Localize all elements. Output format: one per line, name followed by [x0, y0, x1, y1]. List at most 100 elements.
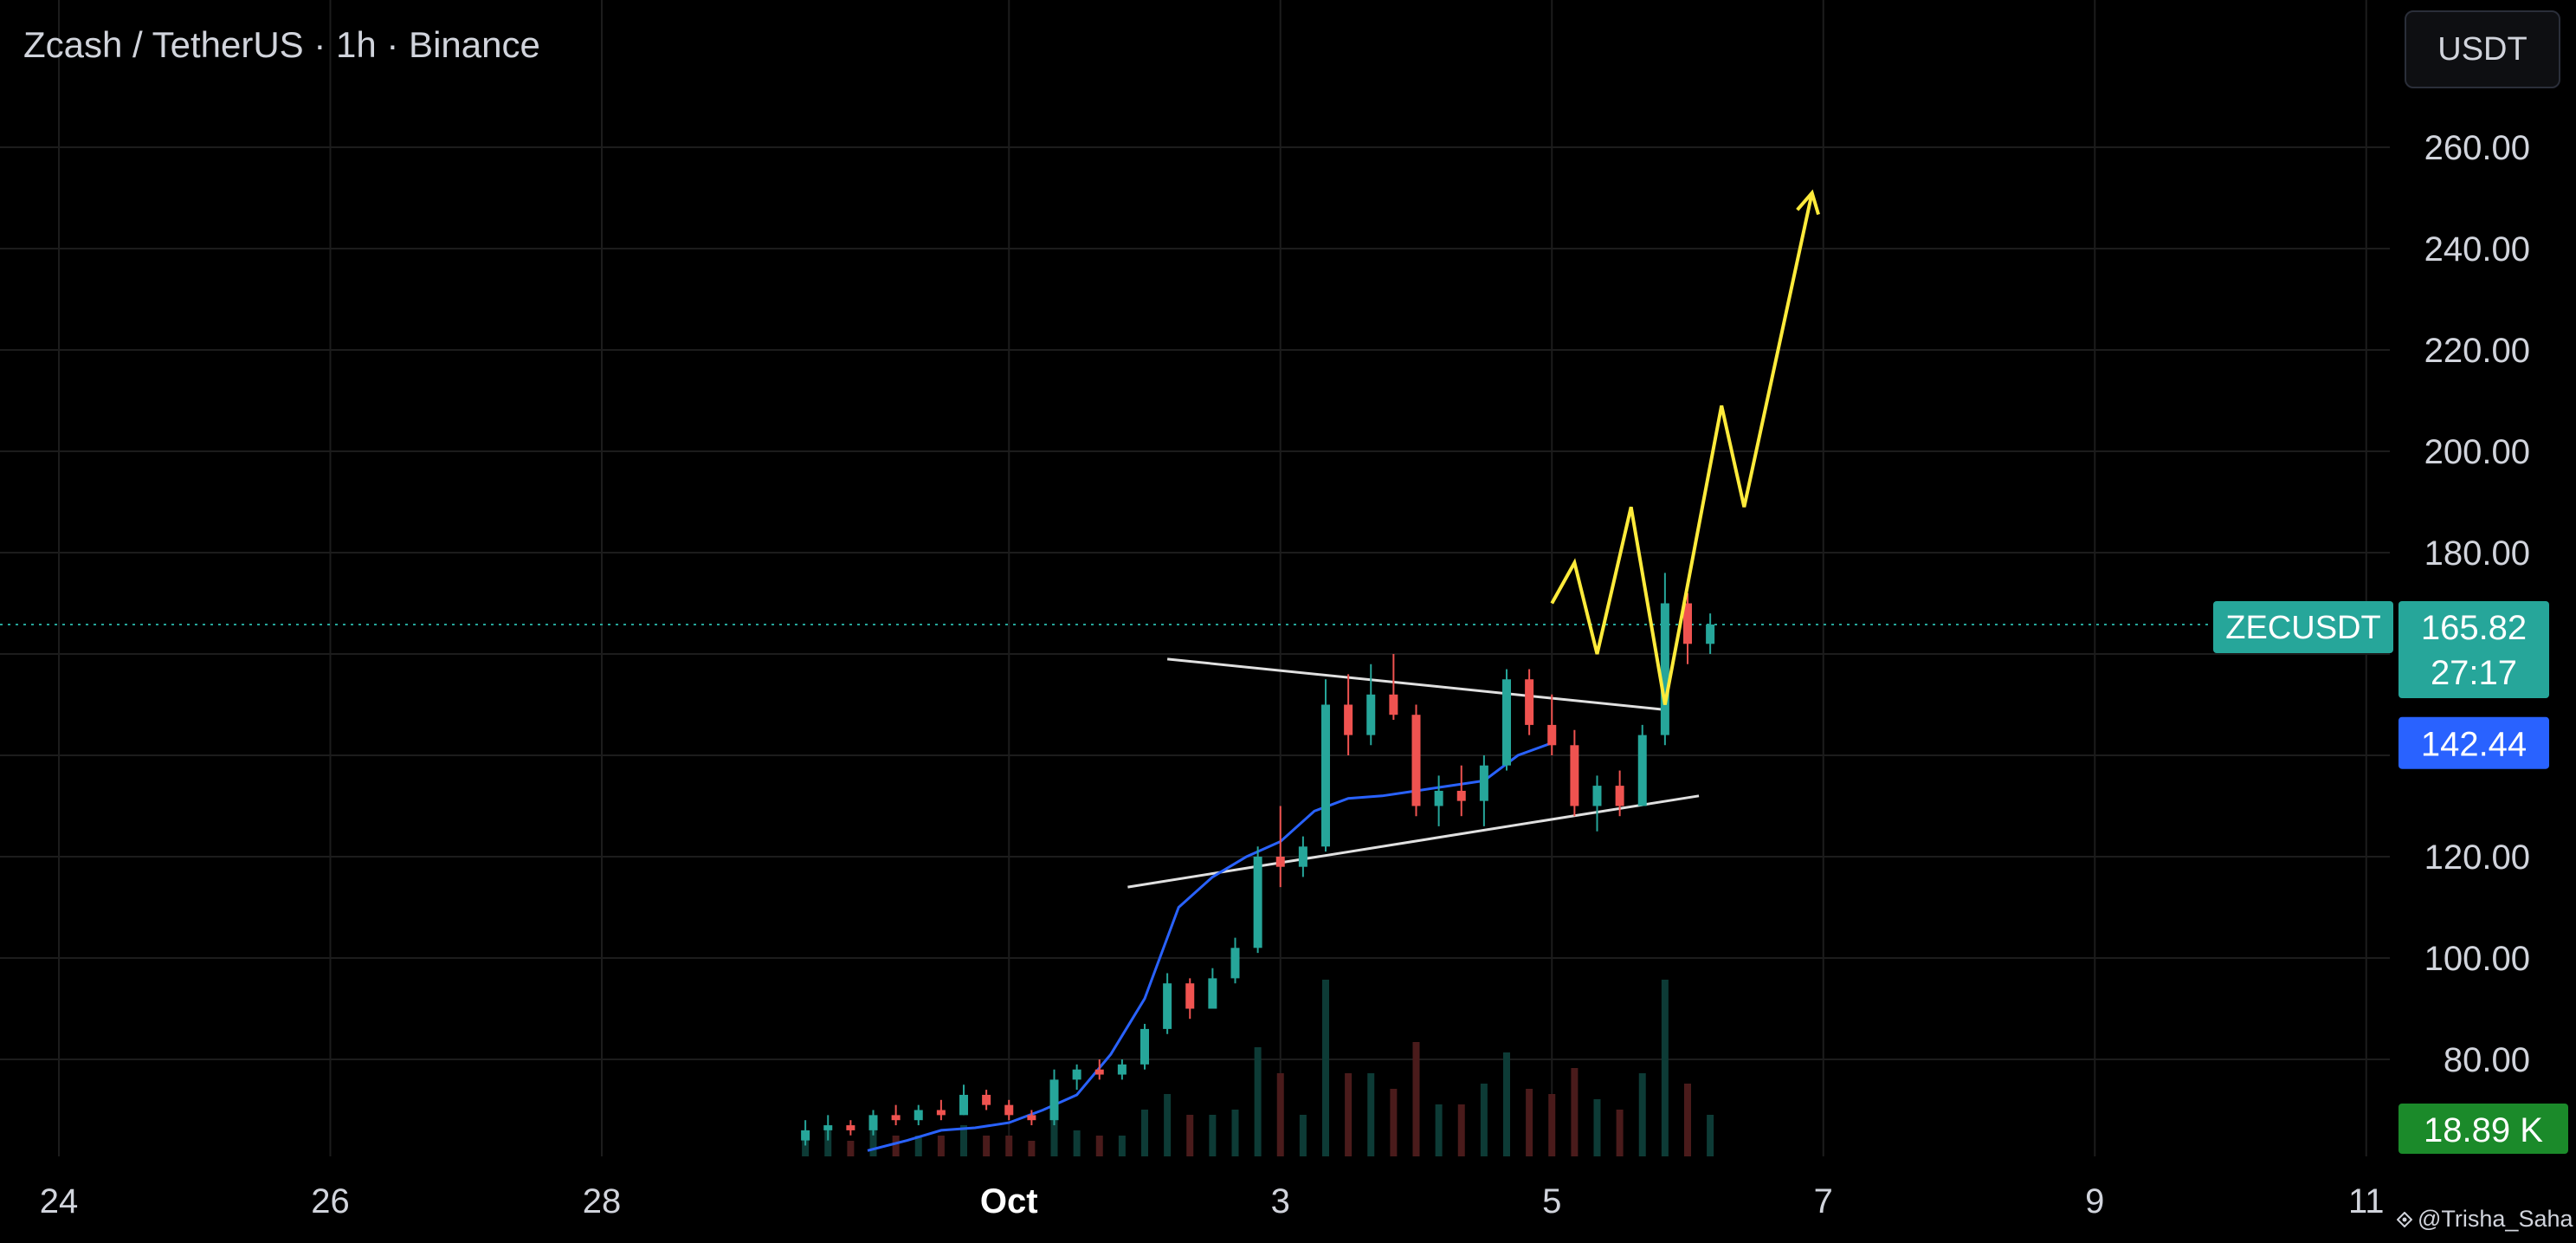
- volume-bar: [1050, 1099, 1058, 1156]
- candle-body: [1253, 857, 1262, 948]
- chart-title[interactable]: Zcash / TetherUS · 1h · Binance: [23, 24, 540, 65]
- x-tick-label: 24: [40, 1182, 79, 1220]
- candle-body: [982, 1094, 991, 1105]
- x-tick-label: 3: [1271, 1182, 1290, 1220]
- candle-body: [1117, 1064, 1127, 1075]
- moving-average-line: [867, 741, 1553, 1152]
- candle-body: [1163, 983, 1172, 1029]
- last-price-value: 165.82: [2421, 609, 2527, 647]
- candle-body: [914, 1110, 923, 1121]
- volume-bar: [1661, 980, 1669, 1156]
- candle-body: [1479, 765, 1488, 801]
- candle-body: [1411, 715, 1421, 806]
- volume-bar: [1435, 1104, 1443, 1156]
- projection-path[interactable]: [1550, 189, 1820, 705]
- chart-grid: [0, 0, 2390, 1156]
- volume-bar: [1390, 1089, 1398, 1156]
- time-axis[interactable]: 24 26 28 Oct 3 5 7 9 11: [40, 1182, 2385, 1220]
- trendline: [1127, 794, 1700, 889]
- volume-bar: [1526, 1089, 1533, 1156]
- candle-body: [846, 1125, 855, 1130]
- candle-body: [1570, 745, 1579, 806]
- x-tick-label: 7: [1814, 1182, 1833, 1220]
- candle-body: [1660, 603, 1669, 735]
- volume-bar: [1367, 1073, 1375, 1156]
- candle-body: [1185, 983, 1195, 1009]
- x-tick-label: 28: [583, 1182, 622, 1220]
- candle-body: [1525, 679, 1534, 725]
- volume-bar: [1480, 1084, 1488, 1156]
- volume-bar: [1118, 1136, 1126, 1156]
- candle-body: [1615, 786, 1624, 806]
- volume-bar: [960, 1125, 967, 1156]
- x-tick-label: Oct: [980, 1182, 1038, 1220]
- candle-body: [1298, 846, 1307, 867]
- candle-body: [1366, 694, 1376, 735]
- candlesticks: [801, 573, 1715, 1146]
- bar-countdown: 27:17: [2431, 654, 2517, 692]
- volume-bar: [1005, 1136, 1013, 1156]
- tradingview-logo-icon: [2397, 1211, 2412, 1227]
- volume-bar: [1638, 1073, 1646, 1156]
- y-tick-label: 260.00: [2424, 129, 2530, 167]
- candle-body: [1683, 603, 1692, 644]
- volume-bar: [1073, 1130, 1081, 1156]
- volume-bar: [1186, 1115, 1194, 1156]
- volume-bar: [937, 1136, 945, 1156]
- volume-tag: 18.89 K: [2398, 1104, 2568, 1154]
- last-price-symbol: ZECUSDT: [2225, 610, 2380, 646]
- volume-bar: [1322, 980, 1329, 1156]
- candle-body: [1230, 948, 1240, 979]
- volume-bar: [1548, 1094, 1556, 1156]
- candle-body: [823, 1125, 833, 1130]
- volume-bar: [847, 1141, 855, 1156]
- ma-price-tag: 142.44: [2398, 716, 2549, 769]
- volume-bar: [1457, 1104, 1465, 1156]
- volume-bar: [1593, 1099, 1601, 1156]
- last-price-tag: ZECUSDT 165.82 27:17: [2213, 601, 2549, 698]
- volume-bar: [824, 1130, 832, 1156]
- candle-body: [1208, 978, 1217, 1009]
- candle-body: [1027, 1115, 1036, 1121]
- volume-bar: [892, 1136, 900, 1156]
- candle-body: [1547, 724, 1557, 746]
- volume-bar: [983, 1136, 991, 1156]
- currency-button[interactable]: USDT: [2405, 10, 2560, 88]
- volume-bar: [1141, 1110, 1148, 1156]
- y-tick-label: 180.00: [2424, 534, 2530, 573]
- candle-body: [1637, 735, 1647, 806]
- y-tick-label: 240.00: [2424, 230, 2530, 269]
- volume-bar: [1254, 1047, 1262, 1156]
- projection-line: [1550, 192, 1814, 705]
- volume-bar: [914, 1136, 922, 1156]
- ma-value: 142.44: [2421, 726, 2527, 764]
- candle-body: [1140, 1028, 1149, 1065]
- x-tick-label: 5: [1542, 1182, 1561, 1220]
- volume-bar: [1231, 1110, 1239, 1156]
- candle-body: [868, 1115, 878, 1130]
- projection-arrowhead: [1796, 189, 1820, 216]
- volume-bar: [869, 1130, 877, 1156]
- volume-bar: [1616, 1110, 1624, 1156]
- x-tick-label: 26: [311, 1182, 350, 1220]
- candle-body: [891, 1115, 901, 1121]
- candle-body: [1434, 790, 1443, 806]
- candle-body: [1094, 1069, 1104, 1075]
- candle-body: [1275, 857, 1285, 867]
- candle-body: [1004, 1104, 1014, 1116]
- volume-bar: [1299, 1115, 1307, 1156]
- volume-bars: [802, 980, 1714, 1156]
- y-tick-label: 200.00: [2424, 433, 2530, 471]
- y-tick-label: 100.00: [2424, 940, 2530, 978]
- author-watermark: @Trisha_Saha: [2397, 1206, 2573, 1233]
- candle-body: [1502, 679, 1511, 766]
- volume-bar: [1503, 1052, 1510, 1156]
- candle-body: [1049, 1079, 1059, 1121]
- volume-bar: [1095, 1136, 1103, 1156]
- volume-bar: [1412, 1042, 1420, 1156]
- candle-body: [1321, 704, 1330, 847]
- volume-bar: [1684, 1084, 1691, 1156]
- candle-body: [1389, 694, 1398, 715]
- volume-bar: [1276, 1073, 1284, 1156]
